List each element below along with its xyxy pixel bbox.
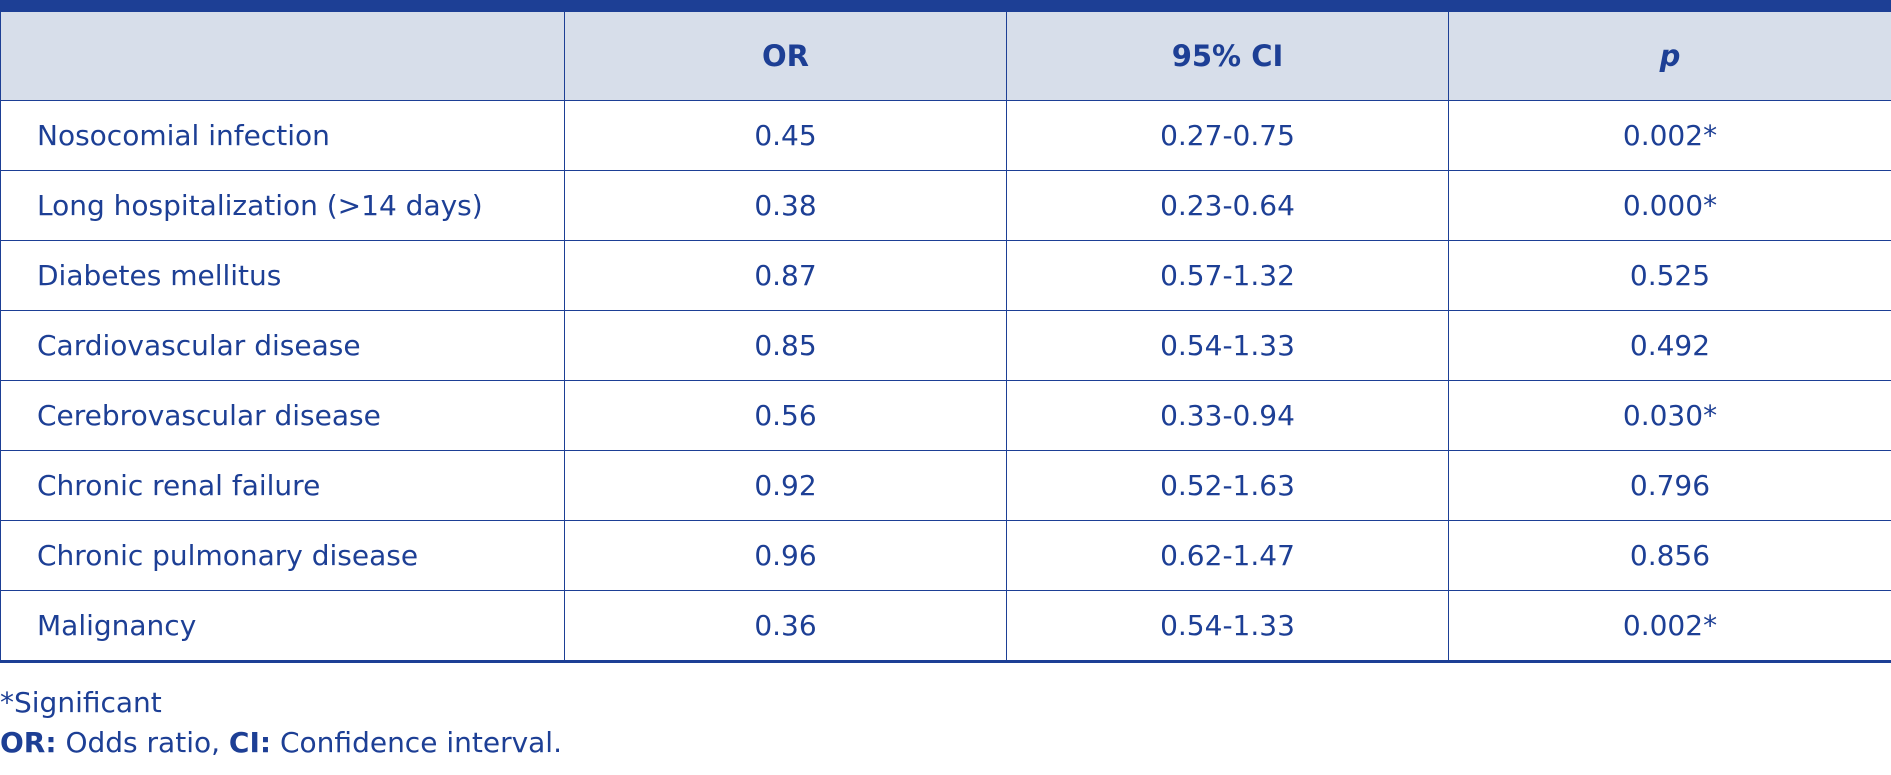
row-or: 0.85 xyxy=(564,310,1007,381)
table-row: Diabetes mellitus 0.87 0.57-1.32 0.525 xyxy=(0,240,1891,311)
header-or: OR xyxy=(564,12,1007,101)
row-or: 0.38 xyxy=(564,170,1007,241)
row-ci: 0.54-1.33 xyxy=(1006,590,1449,663)
row-or: 0.87 xyxy=(564,240,1007,311)
table-row: Chronic renal failure 0.92 0.52-1.63 0.7… xyxy=(0,450,1891,521)
row-p: 0.030* xyxy=(1448,380,1891,451)
row-label: Chronic renal failure xyxy=(0,450,565,521)
row-ci: 0.54-1.33 xyxy=(1006,310,1449,381)
row-label: Cardiovascular disease xyxy=(0,310,565,381)
footnote-or-abbr: OR: xyxy=(0,726,57,759)
table-row: Nosocomial infection 0.45 0.27-0.75 0.00… xyxy=(0,100,1891,171)
row-ci: 0.52-1.63 xyxy=(1006,450,1449,521)
row-or: 0.45 xyxy=(564,100,1007,171)
row-ci: 0.23-0.64 xyxy=(1006,170,1449,241)
header-label-empty xyxy=(0,12,565,101)
row-or: 0.56 xyxy=(564,380,1007,451)
top-rule xyxy=(0,0,1891,12)
footnote-significant: *Significant xyxy=(0,686,162,719)
row-ci: 0.27-0.75 xyxy=(1006,100,1449,171)
row-label: Nosocomial infection xyxy=(0,100,565,171)
header-ci: 95% CI xyxy=(1006,12,1449,101)
header-row: OR 95% CI p xyxy=(0,12,1891,101)
row-p: 0.492 xyxy=(1448,310,1891,381)
table-row: Cardiovascular disease 0.85 0.54-1.33 0.… xyxy=(0,310,1891,381)
row-ci: 0.62-1.47 xyxy=(1006,520,1449,591)
footnote-ci-abbr: CI: xyxy=(228,726,272,759)
row-p: 0.002* xyxy=(1448,590,1891,663)
row-p: 0.525 xyxy=(1448,240,1891,311)
footnote-or-text: Odds ratio, xyxy=(65,726,221,759)
header-p: p xyxy=(1448,12,1891,101)
row-p: 0.000* xyxy=(1448,170,1891,241)
results-table: OR 95% CI p Nosocomial infection 0.45 0.… xyxy=(0,12,1891,663)
row-label: Diabetes mellitus xyxy=(0,240,565,311)
row-or: 0.96 xyxy=(564,520,1007,591)
row-ci: 0.33-0.94 xyxy=(1006,380,1449,451)
row-or: 0.36 xyxy=(564,590,1007,663)
table-row: Long hospitalization (>14 days) 0.38 0.2… xyxy=(0,170,1891,241)
footnote-abbreviations: OR: Odds ratio, CI: Confidence interval. xyxy=(0,723,562,763)
row-p: 0.856 xyxy=(1448,520,1891,591)
row-ci: 0.57-1.32 xyxy=(1006,240,1449,311)
table-row: Chronic pulmonary disease 0.96 0.62-1.47… xyxy=(0,520,1891,591)
row-label: Long hospitalization (>14 days) xyxy=(0,170,565,241)
row-p: 0.002* xyxy=(1448,100,1891,171)
footnotes: *Significant OR: Odds ratio, CI: Confide… xyxy=(0,683,562,763)
row-label: Cerebrovascular disease xyxy=(0,380,565,451)
row-p: 0.796 xyxy=(1448,450,1891,521)
row-or: 0.92 xyxy=(564,450,1007,521)
table-row: Malignancy 0.36 0.54-1.33 0.002* xyxy=(0,590,1891,663)
row-label: Chronic pulmonary disease xyxy=(0,520,565,591)
table-row: Cerebrovascular disease 0.56 0.33-0.94 0… xyxy=(0,380,1891,451)
footnote-ci-text: Confidence interval. xyxy=(280,726,562,759)
row-label: Malignancy xyxy=(0,590,565,663)
